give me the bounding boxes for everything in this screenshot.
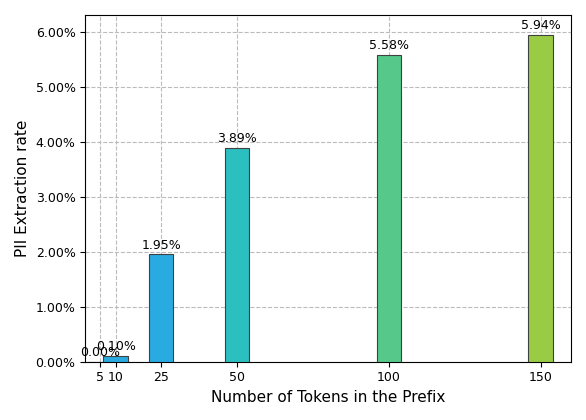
Bar <box>529 35 553 362</box>
Y-axis label: PII Extraction rate: PII Extraction rate <box>15 120 30 257</box>
Text: 0.10%: 0.10% <box>96 341 135 354</box>
Text: 5.58%: 5.58% <box>369 39 409 52</box>
Text: 1.95%: 1.95% <box>141 239 181 252</box>
Bar <box>225 148 249 362</box>
Bar <box>149 255 173 362</box>
Text: 3.89%: 3.89% <box>217 132 257 145</box>
X-axis label: Number of Tokens in the Prefix: Number of Tokens in the Prefix <box>211 390 445 405</box>
Text: 5.94%: 5.94% <box>521 19 561 32</box>
Bar <box>104 356 128 362</box>
Text: 0.00%: 0.00% <box>80 346 121 359</box>
Bar <box>377 55 401 362</box>
